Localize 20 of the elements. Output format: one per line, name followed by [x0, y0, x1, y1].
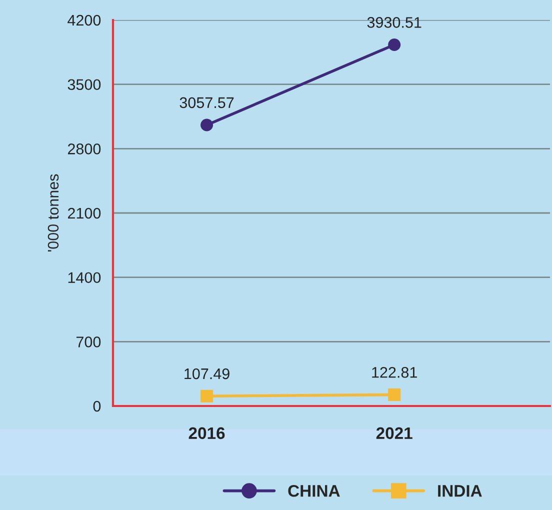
legend-label: CHINA: [288, 485, 340, 497]
data-label: 122.81: [372, 366, 417, 378]
y-axis-title: '000 tonnes: [48, 174, 59, 252]
y-tick-label: 2800: [68, 144, 101, 154]
y-tick-label: 700: [76, 336, 101, 348]
data-label: 107.49: [184, 368, 230, 380]
x-tick-label: 2016: [188, 427, 225, 440]
x-tick-label: 2021: [376, 427, 412, 440]
legend-label: INDIA: [438, 485, 482, 497]
y-tick-label: 3500: [68, 79, 101, 90]
point: [388, 388, 401, 401]
y-tick-label: 2100: [68, 208, 101, 219]
y-tick-label: 1400: [68, 272, 101, 284]
point: [200, 118, 214, 132]
y-tick-label: 0: [93, 400, 101, 412]
data-label: 3057.57: [180, 97, 234, 108]
y-tick-label: 4200: [68, 14, 101, 26]
data-label: 3930.51: [367, 17, 422, 28]
point: [388, 38, 401, 52]
point: [200, 390, 214, 402]
